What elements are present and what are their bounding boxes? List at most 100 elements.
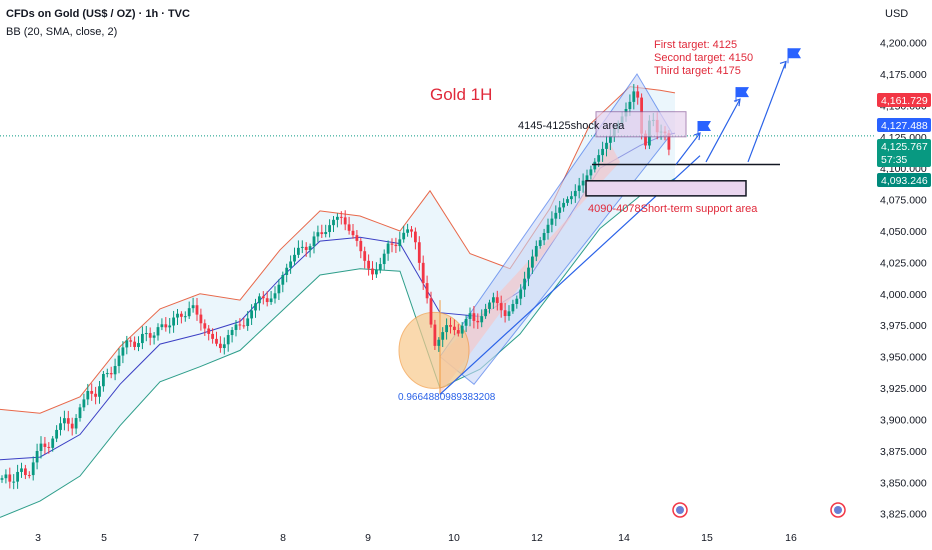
candle-body <box>78 407 82 419</box>
candle-body <box>320 232 324 235</box>
price-badge <box>877 118 931 132</box>
candle-body <box>573 190 577 197</box>
symbol-title[interactable]: CFDs on Gold (US$ / OZ) · 1h · TVC <box>6 8 190 20</box>
candle-body <box>121 347 125 356</box>
candle-body <box>8 474 12 482</box>
bollinger-lower-line <box>0 177 676 518</box>
candle-body <box>35 450 39 463</box>
candle-body <box>531 256 534 268</box>
candle-body <box>371 268 374 275</box>
candle-body <box>102 373 105 387</box>
candle-body <box>312 236 316 247</box>
candle-body <box>293 254 296 262</box>
candle-body <box>152 335 156 338</box>
candle-body <box>308 246 312 251</box>
candle-body <box>628 101 632 109</box>
candle-body <box>468 313 472 319</box>
candle-body <box>183 316 187 318</box>
candle-body <box>589 169 593 176</box>
reversal-circle <box>398 311 470 389</box>
first-target-label: First target: 4125 <box>654 39 737 51</box>
candle-body <box>31 462 35 476</box>
candle-body <box>339 216 343 218</box>
candle-body <box>16 471 19 482</box>
y-axis-tick-label: 3,850.000 <box>880 477 927 489</box>
candle-body <box>219 343 222 349</box>
price-badge-label: 4,093.246 <box>881 175 928 187</box>
candle-body <box>343 217 347 225</box>
candle-body <box>445 325 448 333</box>
candle-body <box>394 244 398 247</box>
x-axis-tick-label: 12 <box>531 532 543 544</box>
target-arrow <box>705 98 741 163</box>
candle-body <box>47 446 51 448</box>
x-axis-tick-label: 8 <box>280 532 286 544</box>
candle-body <box>66 418 70 424</box>
y-axis-tick-label: 4,000.000 <box>880 289 927 301</box>
x-axis-tick-label: 14 <box>618 532 630 544</box>
fib-value-label: 0.9664880989383208 <box>398 392 496 403</box>
candle-body <box>605 142 608 149</box>
event-flag-icon <box>834 506 842 514</box>
candle-body <box>289 261 292 268</box>
candle-body <box>456 330 460 334</box>
candle-body <box>82 399 86 408</box>
candle-body <box>402 232 406 240</box>
price-badge-label: 4,127.488 <box>881 120 928 132</box>
price-badge <box>877 93 931 107</box>
candle-body <box>429 298 433 325</box>
candle-body <box>215 338 218 344</box>
candle-body <box>133 341 136 347</box>
candle-body <box>180 313 183 317</box>
candle-body <box>507 311 511 317</box>
candle-body <box>410 229 413 232</box>
candle-body <box>113 366 117 375</box>
candle-body <box>359 240 363 252</box>
candle-body <box>433 324 437 346</box>
candle-body <box>324 232 328 235</box>
y-axis-tick-label: 3,975.000 <box>880 320 927 332</box>
bollinger-band-fill <box>0 86 675 518</box>
candle-body <box>148 333 152 338</box>
indicator-legend[interactable]: BB (20, SMA, close, 2) <box>6 26 118 38</box>
y-axis-tick-label: 3,900.000 <box>880 414 927 426</box>
support-area-label: 4090-4078Short-term support area <box>588 203 758 215</box>
candle-body <box>156 327 160 336</box>
candle-body <box>160 324 164 328</box>
currency-label[interactable]: USD <box>885 8 909 20</box>
candle-body <box>488 302 491 309</box>
candle-body <box>0 478 4 480</box>
candle-body <box>273 293 277 299</box>
candle-body <box>351 230 355 236</box>
x-axis-tick-label: 5 <box>101 532 107 544</box>
candle-body <box>137 343 140 347</box>
chart-title-annotation: Gold 1H <box>430 85 492 104</box>
candle-body <box>581 180 585 186</box>
y-axis-tick-label: 4,200.000 <box>880 38 927 50</box>
candle-body <box>27 475 31 477</box>
y-axis-tick-label: 4,175.000 <box>880 69 927 81</box>
bollinger-upper-line <box>0 86 676 414</box>
candle-body <box>347 224 351 231</box>
candle-body <box>304 246 308 251</box>
y-axis-tick-label: 3,825.000 <box>880 509 927 521</box>
candle-body <box>534 245 538 257</box>
candle-body <box>144 333 148 335</box>
candle-body <box>566 199 569 203</box>
candle-body <box>480 316 484 323</box>
support-area-box <box>585 180 747 197</box>
x-axis-tick-label: 9 <box>365 532 371 544</box>
candle-body <box>558 207 562 213</box>
candle-body <box>187 308 191 317</box>
candle-body <box>386 243 390 254</box>
price-badge <box>877 139 931 167</box>
candle-body <box>636 91 640 98</box>
candle-body <box>367 260 370 269</box>
candle-body <box>195 305 199 315</box>
candle-body <box>117 355 121 367</box>
candle-body <box>164 324 168 328</box>
target-arrow <box>675 132 701 165</box>
candle-body <box>597 155 601 162</box>
